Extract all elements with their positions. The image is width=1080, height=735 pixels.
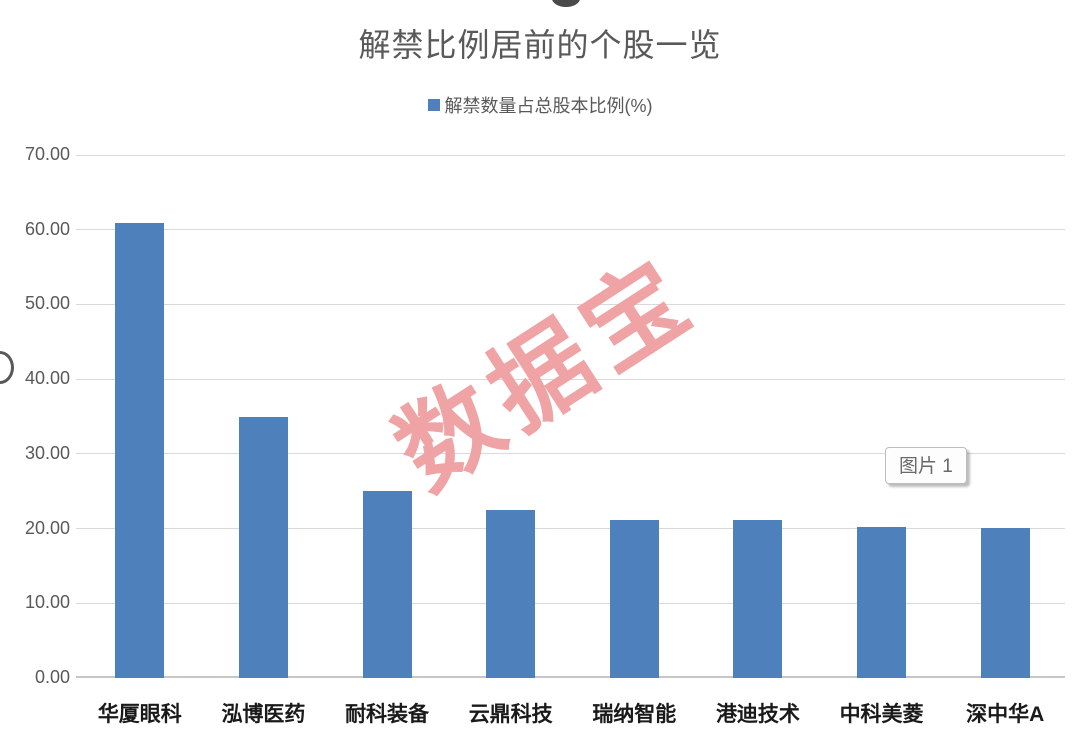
- x-axis-category-label: 云鼎科技: [468, 703, 553, 726]
- x-axis-category-label: 深中华A: [966, 703, 1045, 726]
- clipped-text-fragment-top-icon: [552, 0, 580, 7]
- y-axis-tick-label: 40.00: [24, 368, 70, 389]
- bar-深中华A: [980, 527, 1030, 678]
- bar-华厦眼科: [115, 223, 165, 678]
- legend-series-label: 解禁数量占总股本比例(%): [444, 96, 653, 116]
- picture-name-badge: 图片 1: [885, 447, 967, 484]
- y-axis-tick-label: 50.00: [24, 293, 70, 314]
- x-axis-category-label: 耐科装备: [345, 703, 430, 726]
- x-axis-category-label: 华厦眼科: [97, 703, 182, 726]
- y-axis-tick-label: 70.00: [24, 144, 70, 164]
- y-axis-tick-label: 30.00: [24, 442, 70, 463]
- gridline: [76, 453, 1065, 455]
- x-axis-category-label: 中科美菱: [839, 703, 924, 726]
- x-axis-category-label: 瑞纳智能: [592, 703, 677, 726]
- gridline: [76, 154, 1065, 156]
- y-axis-tick-label: 0.00: [34, 667, 70, 687]
- legend: 解禁数量占总股本比例(%): [0, 92, 1080, 118]
- legend-series-marker-icon: [427, 99, 440, 111]
- bar-耐科装备: [362, 491, 412, 678]
- bar-中科美菱: [857, 527, 907, 678]
- x-axis-category-label: 港迪技术: [715, 703, 800, 726]
- gridline: [76, 378, 1065, 380]
- gridline: [76, 303, 1065, 305]
- chart-title: 解禁比例居前的个股一览: [358, 27, 722, 63]
- bar-瑞纳智能: [609, 519, 659, 678]
- gridline: [76, 229, 1065, 231]
- bar-泓博医药: [238, 416, 288, 678]
- x-axis-baseline: [76, 676, 1065, 678]
- bar-港迪技术: [733, 520, 783, 678]
- gridline: [76, 528, 1065, 530]
- plot-area: [76, 154, 1065, 678]
- y-axis-tick-label: 20.00: [24, 517, 70, 538]
- gridline: [76, 602, 1065, 604]
- x-axis-category-label: 泓博医药: [221, 703, 306, 726]
- y-axis-tick-label: 10.00: [24, 592, 70, 613]
- bar-云鼎科技: [486, 509, 536, 678]
- y-axis-tick-label: 60.00: [24, 218, 70, 239]
